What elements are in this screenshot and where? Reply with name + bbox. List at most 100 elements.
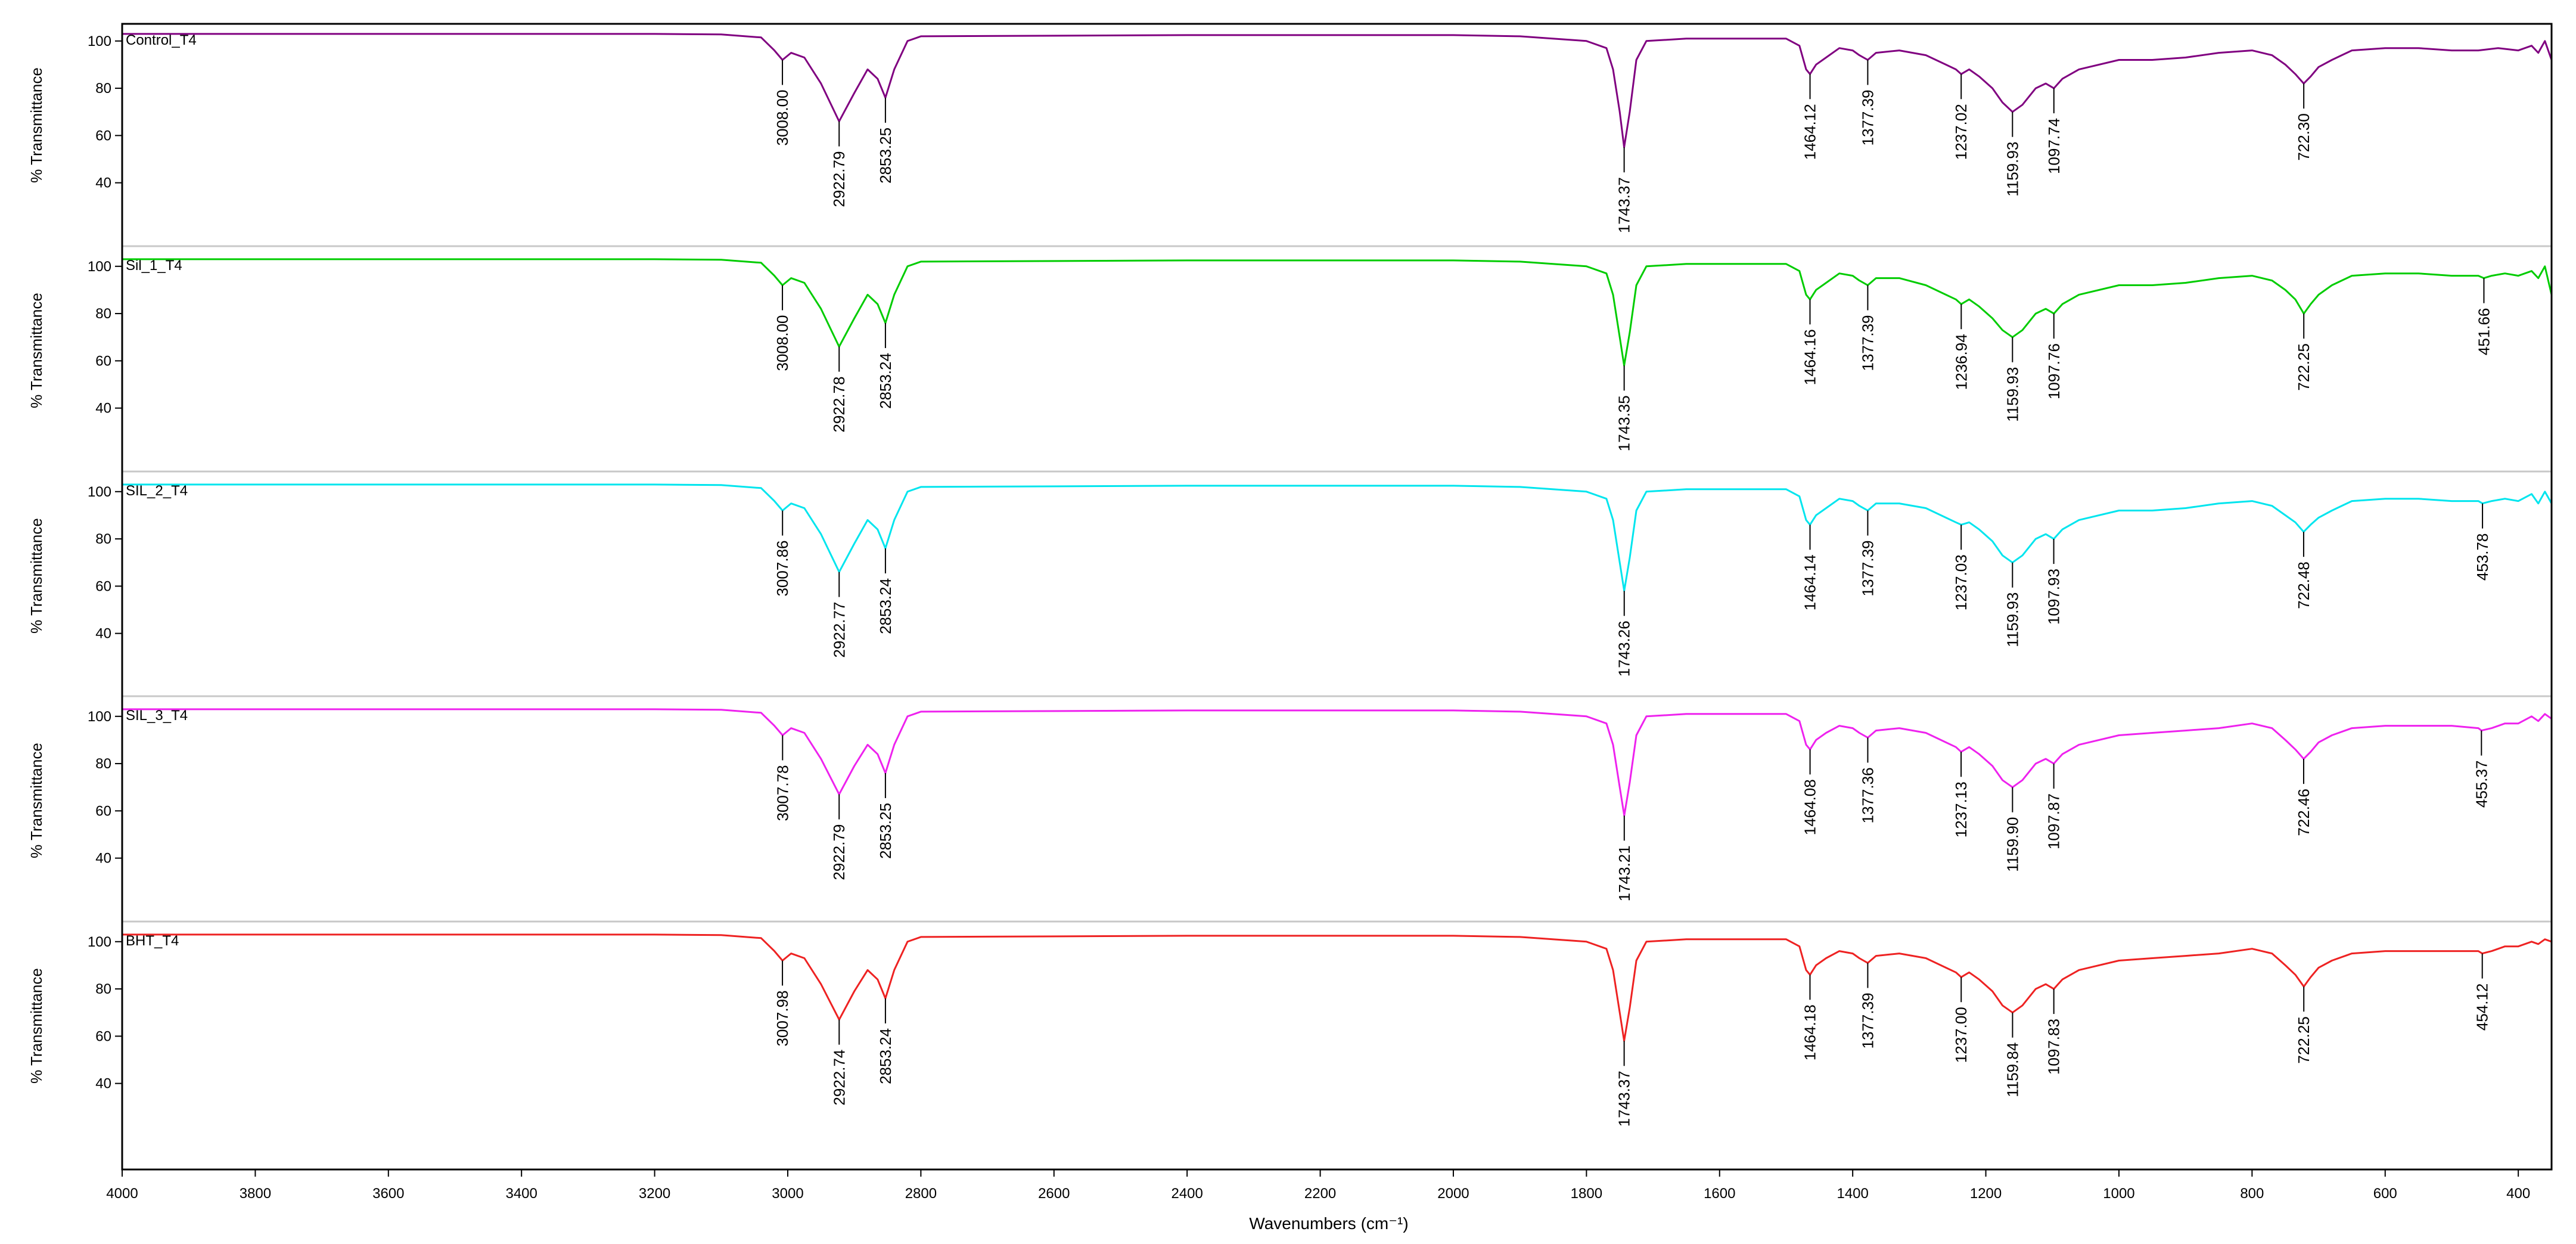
y-axis-label: % Transmittance [27,293,45,408]
peak-label: 2853.24 [877,353,894,409]
peak-label: 2922.77 [830,602,848,658]
peak-label: 1097.83 [2045,1019,2063,1075]
x-tick-label: 1000 [2103,1186,2134,1202]
panel-label: BHT_T4 [126,933,179,949]
peak-label: 2922.79 [830,824,848,880]
y-tick-label: 80 [95,306,111,322]
y-tick-label: 40 [95,851,111,867]
y-tick-label: 100 [88,934,111,950]
plot-frame [121,23,2553,1171]
peak-label: 1097.87 [2045,793,2063,849]
y-tick-label: 40 [95,626,111,642]
peak-label: 1236.94 [1952,334,1970,390]
y-tick-label: 60 [95,803,111,819]
peak-label: 1743.37 [1615,1071,1633,1127]
x-tick-label: 3400 [505,1186,537,1202]
peak-label: 1464.12 [1801,104,1819,160]
peak-label: 1237.03 [1952,554,1970,610]
peak-label: 1237.02 [1952,104,1970,160]
peak-label: 1377.39 [1859,992,1876,1048]
peak-label: 453.78 [2474,533,2491,581]
spectrum-line [122,33,2553,148]
spectrum-panel: Sil_1_T4 40 60 80 100 % Transmittance 3008.00 2… [27,245,2553,451]
spectrum-line [122,258,2553,367]
peak-label: 2922.79 [830,151,848,207]
panel-label: Sil_1_T4 [126,258,182,274]
x-tick-label: 3800 [240,1186,271,1202]
x-axis-label: Wavenumbers (cm⁻¹) [1249,1214,1408,1233]
y-tick-label: 40 [95,1076,111,1092]
x-tick-label: 400 [2506,1186,2530,1202]
y-tick-label: 80 [95,80,111,97]
peak-label: 1097.93 [2045,569,2063,625]
y-axis-label: % Transmittance [27,743,45,858]
peak-label: 1097.74 [2045,118,2063,174]
y-axis-label: % Transmittance [27,968,45,1084]
x-tick-label: 1600 [1704,1186,1735,1202]
peak-label: 3007.98 [773,991,791,1047]
y-axis-label: % Transmittance [27,518,45,634]
panel-label: Control_T4 [126,32,197,48]
plot-area [122,24,2552,1169]
peak-label: 1237.00 [1952,1007,1970,1063]
peak-label: 454.12 [2474,984,2491,1031]
peak-label: 1159.93 [2003,592,2021,647]
spectrum-panel: BHT_T4 40 60 80 100 % Transmittance 3007.98 292… [27,920,2552,1127]
peak-label: 451.66 [2475,308,2493,356]
peak-label: 2853.24 [877,578,894,634]
x-tick-label: 1800 [1571,1186,1602,1202]
peak-label: 1464.08 [1801,779,1819,835]
spectrum-panel: SIL_2_T4 40 60 80 100 % Transmittance 3007.86 2… [27,470,2553,677]
peak-label: 1464.14 [1801,554,1819,610]
peak-label: 2922.74 [830,1050,848,1106]
peak-label: 3008.00 [773,90,791,146]
peak-label: 1377.39 [1859,315,1876,371]
x-tick-label: 600 [2373,1186,2397,1202]
y-tick-label: 40 [95,401,111,417]
peak-label: 2853.25 [877,803,894,859]
peak-label: 1464.18 [1801,1004,1819,1060]
x-tick-label: 1400 [1837,1186,1868,1202]
y-tick-label: 60 [95,578,111,594]
y-tick-label: 60 [95,1028,111,1044]
panel-label: SIL_3_T4 [126,708,188,724]
y-tick-label: 80 [95,981,111,997]
x-tick-label: 3200 [639,1186,670,1202]
y-tick-label: 40 [95,175,111,191]
peak-label: 3007.86 [773,541,791,597]
spectrum-line [122,933,2552,1042]
peak-label: 1159.93 [2003,367,2021,422]
peak-label: 2922.78 [830,377,848,433]
spectrum-line [122,708,2552,817]
peak-label: 1377.39 [1859,541,1876,597]
y-tick-label: 60 [95,353,111,369]
spectrum-line [122,483,2553,592]
panel-label: SIL_2_T4 [126,483,188,499]
peak-label: 1743.26 [1615,621,1633,677]
peak-label: 1743.21 [1615,845,1633,901]
peak-label: 3007.78 [773,765,791,821]
x-tick-label: 2800 [905,1186,937,1202]
x-tick-label: 4000 [106,1186,138,1202]
y-tick-label: 80 [95,756,111,772]
y-tick-label: 100 [88,259,111,275]
peak-label: 722.48 [2295,561,2313,609]
y-tick-label: 100 [88,484,111,500]
peak-label: 1097.76 [2045,343,2063,399]
x-tick-label: 2200 [1304,1186,1336,1202]
peak-label: 1159.90 [2003,817,2021,872]
spectrum-panel: Control_T4 40 60 80 100 % Transmittance 3008.0… [27,32,2553,233]
peak-label: 722.46 [2295,789,2313,836]
y-axis-label: % Transmittance [27,67,45,183]
x-tick-label: 3000 [772,1186,803,1202]
x-tick-label: 3600 [372,1186,404,1202]
peak-label: 2853.25 [877,128,894,184]
peak-label: 2853.24 [877,1028,894,1084]
x-tick-label: 2600 [1038,1186,1070,1202]
peak-label: 1464.16 [1801,329,1819,385]
y-tick-label: 100 [88,33,111,49]
peak-label: 722.25 [2295,1016,2313,1064]
x-tick-label: 2000 [1437,1186,1469,1202]
